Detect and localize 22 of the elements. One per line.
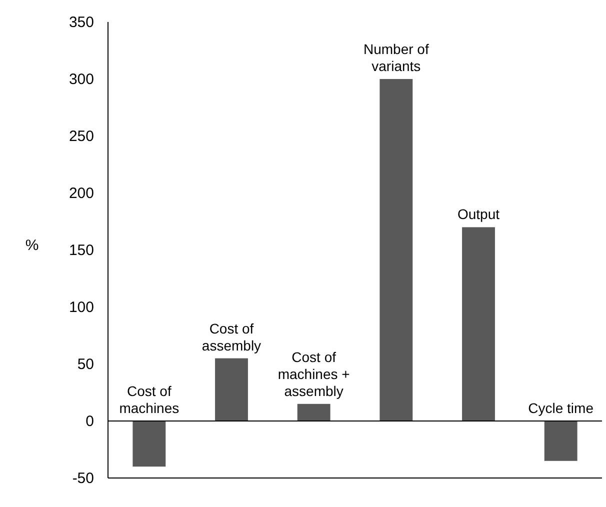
bar [132,421,166,467]
y-tick-label: 200 [68,184,94,202]
y-tick-label: 100 [68,298,94,316]
y-tick-label: 0 [86,412,94,430]
y-tick-label: 300 [68,70,94,88]
bar [462,227,495,421]
x-tick-label: Output [457,206,500,222]
y-tick-label: -50 [72,470,94,487]
bar [380,79,413,421]
y-axis-title: % [25,237,39,254]
bar [297,404,330,421]
y-tick-label: 250 [68,128,94,145]
x-tick-label: Cost of assembly [202,320,262,354]
x-tick-label: Number of variants [363,41,429,74]
y-tick-label: 50 [77,356,94,373]
y-tick-label: 350 [68,14,94,31]
x-tick-label: Cost of machines + assembly [278,348,350,399]
bar [544,421,578,461]
x-tick-label: Cost of machines [119,383,180,416]
x-tick-label: Cycle time [528,400,594,416]
y-tick-label: 150 [68,242,94,259]
bar [215,358,248,421]
